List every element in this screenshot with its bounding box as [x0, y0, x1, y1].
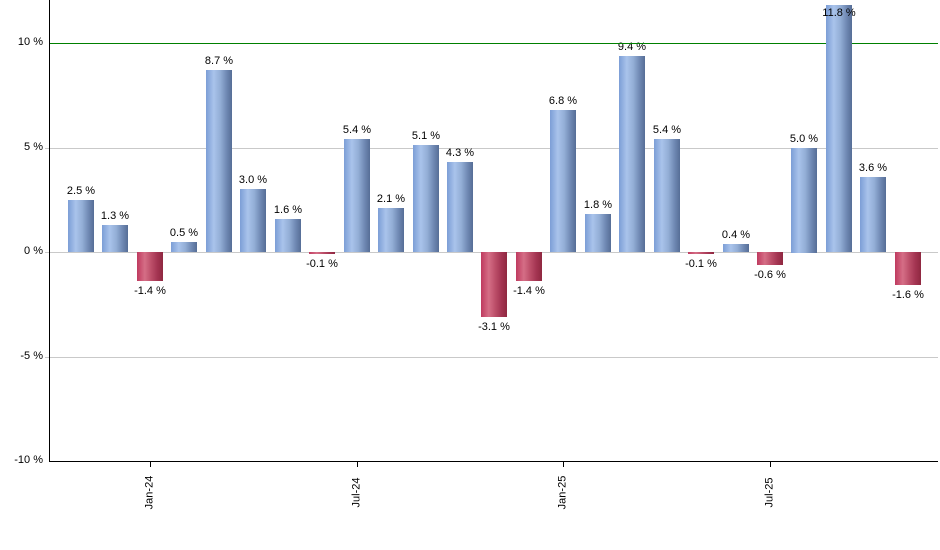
bar-aug-24: [378, 208, 404, 252]
y-tick-label-10: 10 %: [17, 36, 43, 48]
value-label-oct-25: 3.6 %: [858, 162, 888, 174]
threshold-line-10pct: [49, 43, 938, 44]
value-label-nov-25: -1.6 %: [892, 289, 924, 301]
bar-mar-24: [206, 70, 232, 252]
value-label-sep-25: 11.8 %: [822, 7, 856, 19]
value-label-jan-25: 6.8 %: [548, 95, 578, 107]
value-label-nov-24: -3.1 %: [478, 321, 510, 333]
value-label-jan-24: -1.4 %: [134, 285, 166, 297]
value-label-may-24: 1.6 %: [273, 204, 303, 216]
x-tick-jul-25: [770, 461, 771, 467]
value-label-dec-24: -1.4 %: [513, 285, 545, 297]
bar-nov-25: [895, 252, 921, 285]
bar-may-25: [688, 252, 714, 254]
value-label-jun-24: -0.1 %: [306, 258, 338, 270]
value-label-apr-25: 5.4 %: [652, 124, 682, 136]
bar-apr-25: [654, 139, 680, 252]
bar-feb-25: [585, 214, 611, 252]
bar-nov-23: [68, 200, 94, 252]
bar-jul-25: [757, 252, 783, 265]
gridline--5: [45, 357, 938, 358]
x-tick-label-jul-25: Jul-25: [763, 477, 776, 508]
value-label-jul-25: -0.6 %: [754, 269, 786, 281]
x-axis: [49, 461, 938, 462]
y-tick-label--5: -5 %: [20, 350, 43, 362]
x-tick-label-jan-25: Jan-25: [556, 475, 569, 510]
bar-may-24: [275, 219, 301, 252]
x-tick-jul-24: [357, 461, 358, 467]
bar-sep-24: [413, 145, 439, 252]
value-label-sep-24: 5.1 %: [411, 130, 441, 142]
bar-oct-25: [860, 177, 886, 252]
value-label-mar-24: 8.7 %: [204, 55, 234, 67]
value-label-aug-24: 2.1 %: [376, 193, 406, 205]
bar-aug-25: [791, 148, 817, 253]
bar-nov-24: [481, 252, 507, 317]
value-label-may-25: -0.1 %: [685, 258, 717, 270]
bar-jan-24: [137, 252, 163, 281]
value-label-jul-24: 5.4 %: [342, 124, 372, 136]
value-label-jun-25: 0.4 %: [721, 229, 751, 241]
bar-feb-24: [171, 242, 197, 252]
bar-sep-25: [826, 5, 852, 252]
x-tick-jan-24: [150, 461, 151, 467]
y-tick-label--10: -10 %: [14, 454, 43, 466]
bar-jun-24: [309, 252, 335, 254]
bar-jun-25: [723, 244, 749, 252]
x-tick-jan-25: [563, 461, 564, 467]
bar-dec-24: [516, 252, 542, 281]
value-label-feb-24: 0.5 %: [169, 227, 199, 239]
value-label-oct-24: 4.3 %: [445, 147, 475, 159]
value-label-aug-25: 5.0 %: [789, 133, 819, 145]
value-label-mar-25: 9.4 %: [617, 41, 647, 53]
bar-jan-25: [550, 110, 576, 252]
value-label-feb-25: 1.8 %: [583, 199, 613, 211]
bar-jul-24: [344, 139, 370, 252]
value-label-nov-23: 2.5 %: [66, 185, 96, 197]
gridline-5: [45, 148, 938, 149]
y-axis: [49, 0, 50, 461]
value-label-dec-23: 1.3 %: [100, 210, 130, 222]
bar-mar-25: [619, 56, 645, 252]
value-label-apr-24: 3.0 %: [238, 174, 268, 186]
x-tick-label-jan-24: Jan-24: [143, 475, 156, 510]
bar-dec-23: [102, 225, 128, 252]
bar-apr-24: [240, 189, 266, 252]
x-tick-label-jul-24: Jul-24: [350, 477, 363, 508]
y-tick-label-5: 5 %: [24, 141, 43, 153]
bar-oct-24: [447, 162, 473, 252]
y-tick-label-0: 0 %: [24, 245, 43, 257]
